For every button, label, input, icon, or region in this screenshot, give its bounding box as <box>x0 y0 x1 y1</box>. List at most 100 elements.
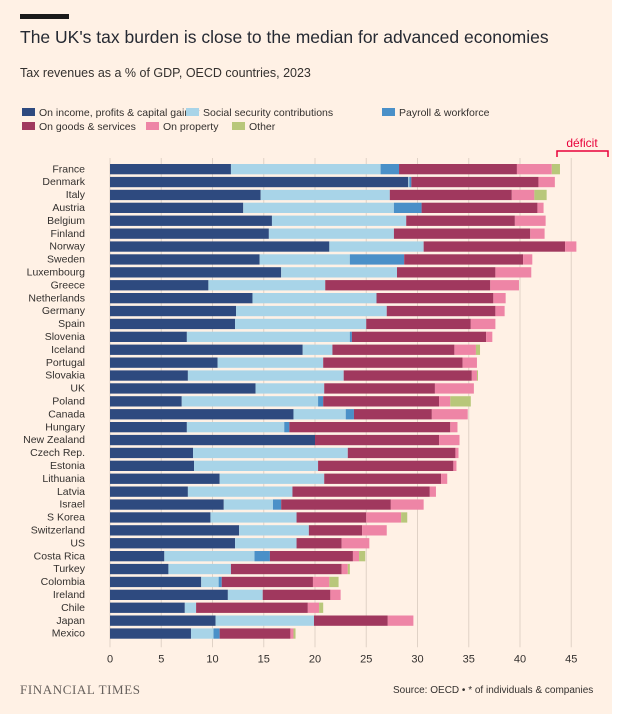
bar-chile-on-property <box>307 602 320 613</box>
country-label-hungary: Hungary <box>45 421 85 433</box>
country-label-slovenia: Slovenia <box>45 331 85 343</box>
bar-portugal-social-security-contributions <box>217 357 324 368</box>
bar-chile-on-goods-services <box>196 602 308 613</box>
bar-france-social-security-contributions <box>230 164 381 175</box>
legend-swatch-payroll-workforce <box>382 108 395 116</box>
bar-portugal-on-property <box>462 357 477 368</box>
bar-hungary-social-security-contributions <box>186 422 285 433</box>
country-label-switzerland: Switzerland <box>31 525 85 537</box>
x-axis-ticks: 0 5 10 15 20 25 30 35 40 45 <box>107 653 577 665</box>
bar-slovenia-payroll-workforce <box>349 331 352 342</box>
bar-denmark-on-property <box>538 176 555 188</box>
bar-denmark-payroll-workforce <box>409 176 412 188</box>
bar-finland-social-security-contributions <box>268 228 394 239</box>
legend-label-other: Other <box>249 121 276 133</box>
bar-sweden-social-security-contributions <box>259 254 350 265</box>
bar-greece-social-security-contributions <box>208 280 326 291</box>
bar-s-korea-on-goods-services <box>296 512 367 523</box>
bar-mexico-payroll-workforce <box>213 628 220 639</box>
bar-ireland-on-income-profits-capital-gains <box>110 589 228 600</box>
bar-luxembourg-on-income-profits-capital-gains <box>110 267 282 278</box>
x-tick-10: 10 <box>206 653 218 665</box>
bar-israel-on-goods-services <box>281 499 391 510</box>
brand-logo: FINANCIAL TIMES <box>20 682 141 697</box>
country-label-belgium: Belgium <box>47 215 85 227</box>
bar-hungary-payroll-workforce <box>284 422 290 433</box>
bar-israel-social-security-contributions <box>223 499 273 510</box>
bar-france-on-income-profits-capital-gains <box>110 164 231 175</box>
bar-austria-on-goods-services <box>421 202 538 213</box>
country-label-canada: Canada <box>48 408 85 420</box>
bar-estonia-on-goods-services <box>318 460 454 471</box>
bar-czech-rep-social-security-contributions <box>193 447 348 459</box>
bar-norway-on-property <box>565 241 577 252</box>
bar-uk-social-security-contributions <box>255 383 325 394</box>
legend-swatch-on-property <box>146 122 159 130</box>
bar-turkey-on-goods-services <box>230 563 342 575</box>
legend-label-on-property: On property <box>163 121 219 133</box>
bar-slovakia-on-goods-services <box>343 370 472 381</box>
bar-estonia-on-property <box>453 460 457 471</box>
country-label-france: France <box>52 163 85 175</box>
bar-netherlands-on-income-profits-capital-gains <box>110 293 253 304</box>
bar-luxembourg-social-security-contributions <box>281 267 397 278</box>
bar-hungary-on-property <box>450 422 458 433</box>
bar-czech-rep-on-income-profits-capital-gains <box>110 447 194 459</box>
bar-latvia-on-income-profits-capital-gains <box>110 486 188 497</box>
bar-mexico-other <box>293 628 296 639</box>
bar-france-on-property <box>516 164 552 175</box>
country-label-s-korea: S Korea <box>47 512 85 524</box>
bar-israel-on-property <box>390 499 424 510</box>
bar-sweden-on-goods-services <box>404 254 524 265</box>
country-label-italy: Italy <box>66 189 86 201</box>
bar-mexico-on-property <box>290 628 294 639</box>
bar-sweden-on-property <box>523 254 533 265</box>
deficit-annotation: déficit <box>556 136 609 157</box>
bar-costa-rica-other <box>359 551 366 562</box>
bar-costa-rica-payroll-workforce <box>254 551 270 562</box>
bar-s-korea-on-income-profits-capital-gains <box>110 512 211 523</box>
accent-bar <box>20 14 69 19</box>
bar-lithuania-on-goods-services <box>324 473 442 484</box>
bar-poland-on-property <box>439 396 451 407</box>
bar-lithuania-on-income-profits-capital-gains <box>110 473 220 484</box>
bar-lithuania-social-security-contributions <box>219 473 325 484</box>
bar-turkey-other <box>347 563 350 575</box>
bar-slovakia-social-security-contributions <box>187 370 344 381</box>
bar-czech-rep-on-goods-services <box>347 447 456 459</box>
bar-canada-on-goods-services <box>353 409 432 420</box>
bar-lithuania-on-property <box>441 473 448 484</box>
country-label-austria: Austria <box>52 202 85 214</box>
bar-belgium-on-income-profits-capital-gains <box>110 215 272 226</box>
bar-poland-social-security-contributions <box>181 396 319 407</box>
bar-iceland-on-property <box>454 344 476 355</box>
bar-netherlands-on-goods-services <box>376 293 494 304</box>
x-tick-20: 20 <box>309 653 321 665</box>
bar-hungary-on-income-profits-capital-gains <box>110 422 187 433</box>
source-note: Source: OECD • * of individuals & compan… <box>393 685 594 696</box>
country-label-slovakia: Slovakia <box>45 370 85 382</box>
country-label-germany: Germany <box>42 305 86 317</box>
bar-colombia-social-security-contributions <box>201 576 219 588</box>
bar-greece-on-property <box>490 280 519 291</box>
legend-label-on-goods-services: On goods & services <box>39 121 136 133</box>
bar-chile-on-income-profits-capital-gains <box>110 602 185 613</box>
bar-portugal-on-goods-services <box>323 357 463 368</box>
bar-finland-on-property <box>530 228 545 239</box>
bar-canada-on-income-profits-capital-gains <box>110 409 294 420</box>
bar-finland-on-income-profits-capital-gains <box>110 228 269 239</box>
x-tick-0: 0 <box>107 653 113 665</box>
bar-mexico-on-income-profits-capital-gains <box>110 628 191 639</box>
bar-norway-on-income-profits-capital-gains <box>110 241 330 252</box>
country-label-norway: Norway <box>49 241 85 253</box>
bar-austria-payroll-workforce <box>393 202 422 213</box>
country-label-greece: Greece <box>51 279 86 291</box>
bar-denmark-on-income-profits-capital-gains <box>110 176 409 188</box>
x-tick-15: 15 <box>258 653 270 665</box>
country-label-us: US <box>70 537 85 549</box>
x-tick-35: 35 <box>463 653 475 665</box>
x-tick-5: 5 <box>158 653 164 665</box>
bar-italy-on-goods-services <box>389 189 512 201</box>
legend-label-social-security-contributions: Social security contributions <box>203 107 333 119</box>
